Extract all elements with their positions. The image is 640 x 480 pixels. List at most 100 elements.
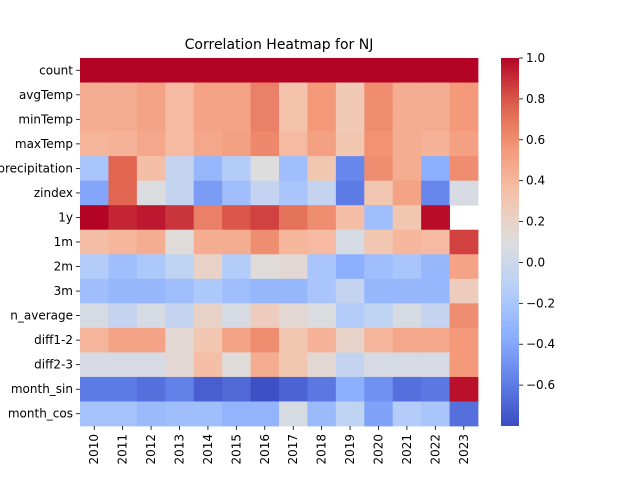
heatmap-cell [165,254,195,280]
heatmap-cell [335,352,365,378]
heatmap-cell [193,131,223,157]
heatmap-cell [193,254,223,280]
heatmap-cell [250,376,280,402]
heatmap-cell [136,376,166,402]
y-tick-label: 2m [54,260,73,274]
heatmap-cell [80,254,109,280]
heatmap-cell [279,278,308,304]
heatmap-cell [193,229,223,255]
heatmap-cell [392,58,422,83]
heatmap-cell [279,303,308,329]
heatmap-cell [421,205,450,231]
heatmap-cell [421,352,450,378]
heatmap-cell [108,229,138,255]
heatmap-cell [250,107,280,132]
heatmap-cell [307,156,337,182]
x-tick-label: 2022 [428,434,442,465]
y-tick-label: month_sin [11,382,73,396]
heatmap-cell [364,205,394,231]
heatmap-cell [421,327,450,353]
heatmap-cell [449,58,479,83]
heatmap-cell [136,254,166,280]
heatmap-cell [364,58,394,83]
heatmap-cell [392,401,422,427]
heatmap-cell [193,205,223,231]
heatmap-cell [279,107,308,132]
heatmap-cell [279,352,308,378]
heatmap-cell [222,180,251,206]
x-tick-label: 2023 [457,434,471,465]
heatmap-cell [165,205,195,231]
heatmap-cell [364,327,394,353]
heatmap-cell [364,180,394,206]
heatmap-cell [250,352,280,378]
heatmap-cell [364,82,394,108]
y-tick-label: avgTemp [19,88,73,102]
heatmap-cell [421,156,450,182]
heatmap-cell [108,278,138,304]
heatmap-cell [279,82,308,108]
colorbar: 1.0 0.8 0.6 0.4 0.2 0.0 −0.2 −0.4 −0.6 [501,51,555,426]
heatmap-cell [222,107,251,132]
y-tick-label: zindex [34,186,73,200]
y-tick-label: 1y [58,210,73,224]
heatmap-cell [449,303,479,329]
colorbar-tick-label: −0.6 [526,378,555,392]
heatmap-cell [136,131,166,157]
heatmap-cell [193,82,223,108]
heatmap-cell [449,278,479,304]
heatmap-cell [193,278,223,304]
heatmap-cell [80,376,109,402]
heatmap-cell [449,254,479,280]
heatmap-cell [136,303,166,329]
y-tick-label: maxTemp [15,137,73,151]
heatmap-cell [421,107,450,132]
heatmap-cell [307,58,337,83]
heatmap-cell [108,205,138,231]
heatmap-cell [136,229,166,255]
x-tick-label: 2018 [315,434,329,465]
heatmap-cell [449,376,479,402]
heatmap-cell [222,327,251,353]
heatmap-cell [222,352,251,378]
heatmap-cell [165,131,195,157]
heatmap-cell [335,229,365,255]
heatmap-cell [222,131,251,157]
heatmap-cell [250,156,280,182]
heatmap-cell [335,376,365,402]
heatmap-cell [250,327,280,353]
heatmap-cell [421,254,450,280]
heatmap-cell [307,327,337,353]
heatmap-cell [421,82,450,108]
heatmap-cell [250,82,280,108]
heatmap-cell [165,352,195,378]
heatmap-cell [392,205,422,231]
x-tick-label: 2020 [372,434,386,465]
heatmap-cell [335,401,365,427]
y-tick-label: 1m [54,235,73,249]
heatmap-cell [250,131,280,157]
heatmap-cell [193,107,223,132]
heatmap-cell [250,180,280,206]
colorbar-tick-label: 0.6 [526,133,545,147]
y-tick-label: minTemp [18,112,73,126]
heatmap-cell [279,327,308,353]
heatmap-cell [250,401,280,427]
heatmap-cell [449,156,479,182]
heatmap-cell [108,352,138,378]
heatmap-cell [80,82,109,108]
heatmap-cell [335,156,365,182]
heatmap-cell [421,58,450,83]
heatmap-cell [80,401,109,427]
heatmap-cell [165,82,195,108]
heatmap-cell [307,352,337,378]
y-tick-label: n_average [10,309,73,323]
x-tick-label: 2017 [286,434,300,465]
heatmap-cell [108,376,138,402]
colorbar-tick-label: 0.8 [526,92,545,106]
heatmap-cell [108,82,138,108]
heatmap-cell [307,278,337,304]
heatmap-cell [364,229,394,255]
heatmap-cell [136,180,166,206]
heatmap-cell [136,58,166,83]
